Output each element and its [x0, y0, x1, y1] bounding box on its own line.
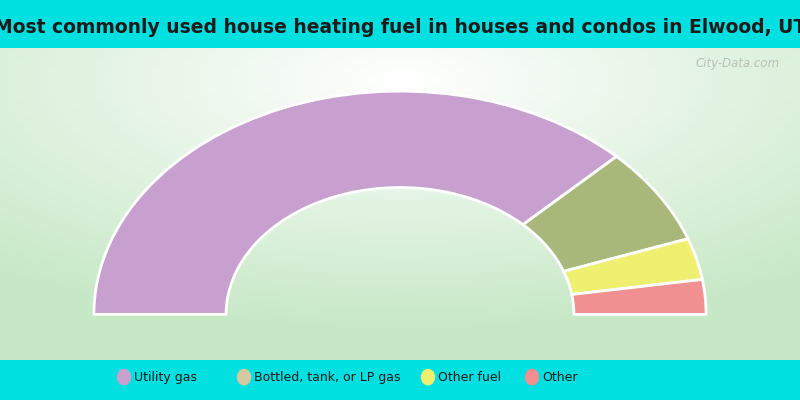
Text: Utility gas: Utility gas [134, 371, 198, 384]
Ellipse shape [525, 369, 539, 386]
Text: Other: Other [542, 371, 578, 384]
Text: City-Data.com: City-Data.com [696, 57, 780, 70]
Ellipse shape [421, 369, 435, 386]
Text: Most commonly used house heating fuel in houses and condos in Elwood, UT: Most commonly used house heating fuel in… [0, 18, 800, 37]
Ellipse shape [237, 369, 251, 386]
Wedge shape [572, 280, 706, 314]
Wedge shape [94, 91, 617, 314]
Wedge shape [564, 239, 702, 294]
Text: Bottled, tank, or LP gas: Bottled, tank, or LP gas [254, 371, 401, 384]
Text: Other fuel: Other fuel [438, 371, 502, 384]
Ellipse shape [117, 369, 131, 386]
Wedge shape [523, 156, 688, 271]
